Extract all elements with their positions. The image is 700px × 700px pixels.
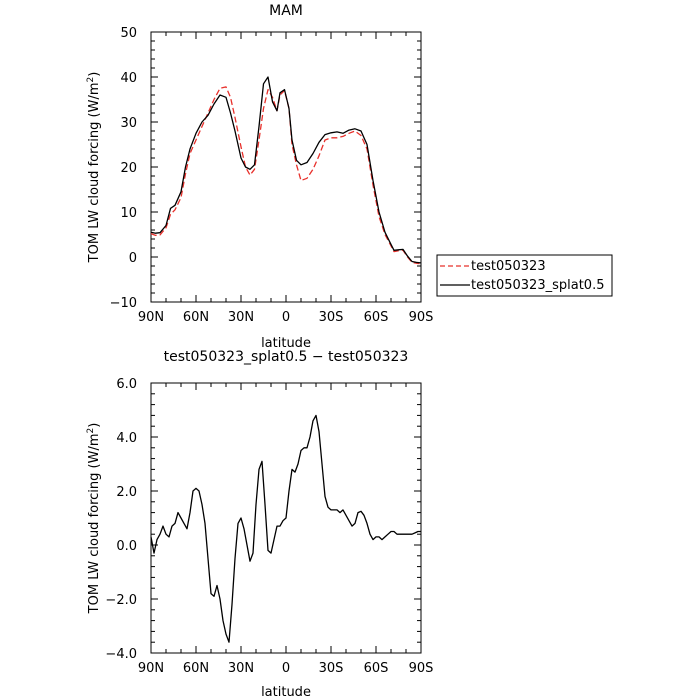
bottom-y-tick-label: −2.0 [105,593,137,608]
top-y-tick-label: 50 [120,26,137,41]
top-chart-title: MAM [269,3,303,19]
bottom-y-tick-label: 6.0 [116,377,137,392]
bottom-chart-title: test050323_splat0.5 − test050323 [164,349,409,365]
top-x-tick-label: 90N [138,310,164,325]
legend-label-test050323-splat: test050323_splat0.5 [471,278,604,293]
bottom-y-axis-label-main: TOM LW cloud forcing (W/m [87,433,102,614]
legend: test050323 test050323_splat0.5 [436,254,613,297]
bottom-y-tick-label: −4.0 [105,647,137,662]
bottom-y-axis-label: TOM LW cloud forcing (W/m2) [86,423,102,615]
top-x-tick-label: 90S [409,310,434,325]
bottom-y-axis-label-superscript: 2 [86,428,96,434]
top-x-tick-label: 60S [364,310,389,325]
bottom-y-tick-label: 4.0 [116,431,137,446]
top-y-tick-label: 40 [120,71,137,86]
legend-box [436,254,613,297]
top-axes: 90N 60N 30N 0 30S 60S 90S −10 0 10 20 30 40 50 [110,26,434,325]
top-x-axis-label: latitude [261,336,311,351]
bottom-y-tick-label: 0.0 [116,539,137,554]
top-y-tick-label: 20 [120,161,137,176]
top-y-tick-label: −10 [110,296,137,311]
top-y-axis-label-close: ) [87,72,102,77]
top-series-line-test050323-splat0-5 [150,76,422,264]
top-plot-frame [150,31,422,303]
top-x-tick-label: 30S [319,310,344,325]
bottom-series-lines [150,414,421,643]
bottom-x-tick-label: 90N [138,661,164,676]
bottom-axes: 90N 60N 30N 0 30S 60S 90S −4.0 −2.0 0.0 2.0 4.0 6.0 [105,377,433,676]
bottom-x-tick-label: 60N [183,661,209,676]
bottom-y-axis-label-close: ) [87,423,102,428]
top-y-axis-label: TOM LW cloud forcing (W/m2) [86,72,102,264]
bottom-x-tick-label: 60S [364,661,389,676]
bottom-x-tick-label: 30N [228,661,254,676]
top-series-lines [150,76,422,265]
top-y-tick-label: 30 [120,116,137,131]
top-y-axis-label-superscript: 2 [86,77,96,83]
top-y-tick-label: 10 [120,206,137,221]
top-series-line-test050323 [150,86,422,265]
bottom-x-axis-label: latitude [261,685,311,700]
bottom-y-tick-label: 2.0 [116,485,137,500]
top-x-tick-label: 0 [282,310,290,325]
top-y-axis-label-main: TOM LW cloud forcing (W/m [87,82,102,263]
bottom-x-tick-label: 0 [282,661,290,676]
bottom-chart-panel: test050323_splat0.5 − test050323 90N 60N 3… [86,349,433,700]
bottom-series-line-0 [150,414,421,643]
top-x-tick-label: 60N [183,310,209,325]
bottom-x-tick-label: 30S [319,661,344,676]
legend-label-test050323: test050323 [471,259,546,274]
top-y-tick-label: 0 [129,251,137,266]
top-chart-panel: MAM 90N 60N 30N 0 30S 60S 90S −10 0 10 20 30 40 50 la… [86,3,613,351]
top-x-tick-label: 30N [228,310,254,325]
bottom-x-tick-label: 90S [409,661,434,676]
